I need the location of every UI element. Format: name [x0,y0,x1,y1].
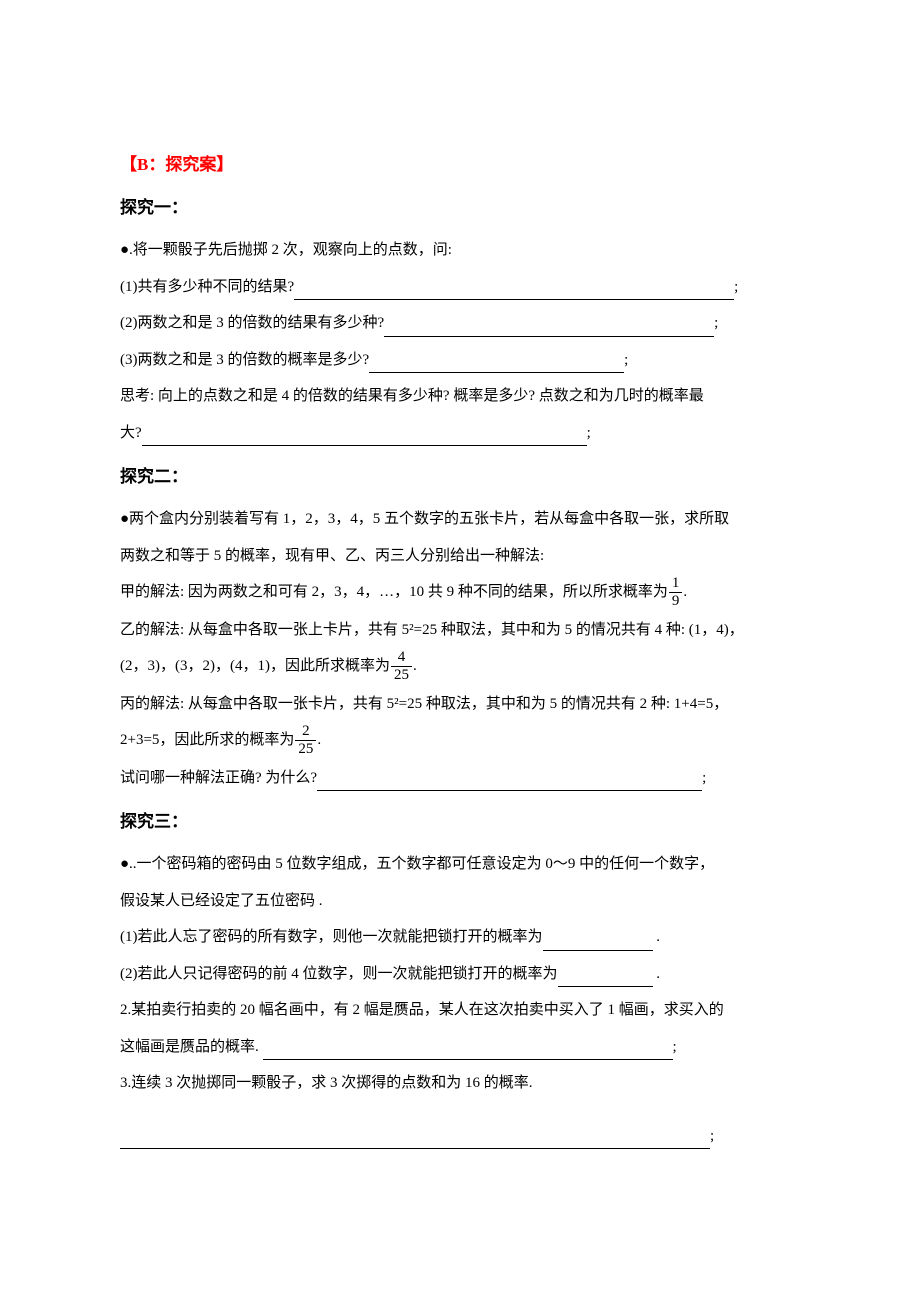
fraction-denominator: 25 [391,667,412,684]
q2-text: (2)两数之和是 3 的倍数的结果有多少种? [120,315,384,331]
explore3-p1-q1: (1)若此人忘了密码的所有数字，则他一次就能把锁打开的概率为 . [120,920,800,955]
explore3-p3-answer: ; [120,1119,800,1154]
bing-b-text: 2+3=5，因此所求的概率为 [120,732,294,748]
blank-fill[interactable] [558,986,653,987]
q3-text: (3)两数之和是 3 的倍数的概率是多少? [120,352,369,368]
semicolon: ; [624,352,628,368]
explore1-intro: ●.将一颗骰子先后抛掷 2 次，观察向上的点数，问: [120,233,800,268]
blank-fill[interactable] [120,1148,710,1149]
section-header: 【B：探究案】 [120,150,800,175]
explore2-bing-a: 丙的解法: 从每盒中各取一张卡片，共有 5²=25 种取法，其中和为 5 的情况… [120,687,800,722]
explore2-jia: 甲的解法: 因为两数之和可有 2，3，4，…，10 共 9 种不同的结果，所以所… [120,575,800,611]
blank-fill[interactable] [294,299,734,300]
blank-fill[interactable] [142,445,587,446]
semicolon: ; [673,1039,677,1055]
fraction-numerator: 1 [669,575,683,593]
explore3-p3: 3.连续 3 次抛掷同一颗骰子，求 3 次掷得的点数和为 16 的概率. [120,1066,800,1101]
explore1-think-a: 思考: 向上的点数之和是 4 的倍数的结果有多少种? 概率是多少? 点数之和为几… [120,379,800,414]
explore3-p1-b: 假设某人已经设定了五位密码 . [120,884,800,919]
explore2-yi-b: (2，3)，(3，2)，(4，1)，因此所求概率为425. [120,649,800,685]
fraction: 225 [295,723,316,759]
jia-text: 甲的解法: 因为两数之和可有 2，3，4，…，10 共 9 种不同的结果，所以所… [120,584,668,600]
ask-text: 试问哪一种解法正确? 为什么? [120,770,317,786]
explore2-intro-b: 两数之和等于 5 的概率，现有甲、乙、丙三人分别给出一种解法: [120,539,800,574]
period: . [413,658,417,674]
blank-fill[interactable] [543,950,653,951]
explore2-ask: 试问哪一种解法正确? 为什么?; [120,761,800,796]
explore1-q3: (3)两数之和是 3 的倍数的概率是多少?; [120,343,800,378]
blank-fill[interactable] [317,790,702,791]
p1-q2-text: (2)若此人只记得密码的前 4 位数字，则一次就能把锁打开的概率为 [120,966,558,982]
period: . [653,929,661,945]
fraction-denominator: 9 [669,593,683,610]
blank-fill[interactable] [384,336,714,337]
p1-q1-text: (1)若此人忘了密码的所有数字，则他一次就能把锁打开的概率为 [120,929,543,945]
blank-fill[interactable] [263,1059,673,1060]
explore1-q2: (2)两数之和是 3 的倍数的结果有多少种?; [120,306,800,341]
fraction-numerator: 4 [391,649,412,667]
yi-b-text: (2，3)，(3，2)，(4，1)，因此所求概率为 [120,658,390,674]
explore2-header: 探究二： [120,462,800,487]
semicolon: ; [702,770,706,786]
explore2-bing-b: 2+3=5，因此所求的概率为225. [120,723,800,759]
period: . [317,732,321,748]
explore1-think-b: 大?; [120,416,800,451]
period: . [653,966,661,982]
explore3-p1-a: ●..一个密码箱的密码由 5 位数字组成，五个数字都可任意设定为 0～9 中的任… [120,847,800,882]
semicolon: ; [710,1128,714,1144]
semicolon: ; [714,315,718,331]
blank-fill[interactable] [369,372,624,373]
q1-text: (1)共有多少种不同的结果? [120,279,294,295]
fraction-denominator: 25 [295,741,316,758]
semicolon: ; [587,425,591,441]
explore3-p2-b: 这幅画是赝品的概率. ; [120,1030,800,1065]
explore2-intro-a: ●两个盒内分别装着写有 1，2，3，4，5 五个数字的五张卡片，若从每盒中各取一… [120,502,800,537]
fraction: 19 [669,575,683,611]
semicolon: ; [734,279,738,295]
explore1-header: 探究一： [120,193,800,218]
explore2-yi-a: 乙的解法: 从每盒中各取一张上卡片，共有 5²=25 种取法，其中和为 5 的情… [120,613,800,648]
p2-b-text: 这幅画是赝品的概率. [120,1039,259,1055]
think-b-text: 大? [120,425,142,441]
period: . [683,584,687,600]
fraction: 425 [391,649,412,685]
explore3-p1-q2: (2)若此人只记得密码的前 4 位数字，则一次就能把锁打开的概率为 . [120,957,800,992]
explore3-header: 探究三： [120,807,800,832]
fraction-numerator: 2 [295,723,316,741]
explore3-p2-a: 2.某拍卖行拍卖的 20 幅名画中，有 2 幅是赝品，某人在这次拍卖中买入了 1… [120,993,800,1028]
explore1-q1: (1)共有多少种不同的结果?; [120,270,800,305]
